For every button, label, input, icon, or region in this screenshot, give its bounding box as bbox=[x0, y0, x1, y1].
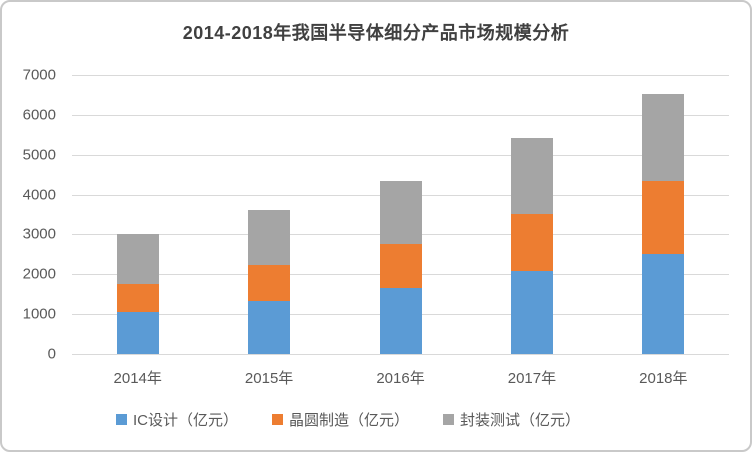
gridline bbox=[72, 114, 729, 116]
bar-segment bbox=[642, 181, 685, 254]
bar-segment bbox=[116, 233, 159, 284]
bar-segment bbox=[379, 288, 422, 354]
legend-label: IC设计（亿元） bbox=[132, 412, 238, 429]
bar-segment bbox=[116, 312, 159, 354]
bar-segment bbox=[642, 253, 685, 354]
bar-stack-2015年 bbox=[248, 75, 291, 354]
legend-item: IC设计（亿元） bbox=[115, 409, 238, 430]
bar-segment bbox=[510, 138, 553, 214]
y-axis-tick-label: 4000 bbox=[22, 186, 56, 204]
bar-slot bbox=[72, 75, 203, 354]
y-axis-tick-label: 7000 bbox=[22, 66, 56, 84]
bar-slot bbox=[598, 75, 729, 354]
bar-segment bbox=[248, 210, 291, 266]
legend: IC设计（亿元） 晶圆制造（亿元） 封装测试（亿元） bbox=[2, 409, 750, 430]
legend-swatch-icon bbox=[271, 414, 283, 425]
legend-label: 晶圆制造（亿元） bbox=[288, 412, 409, 429]
bar-segment bbox=[248, 301, 291, 354]
x-axis-label: 2017年 bbox=[507, 370, 557, 387]
y-axis-tick-label: 0 bbox=[47, 345, 56, 363]
bar-stack-2016年 bbox=[379, 75, 422, 354]
x-axis-label: 2015年 bbox=[244, 370, 294, 387]
bar-segment bbox=[116, 283, 159, 313]
legend-item: 封装测试（亿元） bbox=[443, 409, 580, 430]
bar-segment bbox=[642, 93, 685, 182]
x-axis-labels: 2014年 2015年 2016年 2017年 2018年 bbox=[72, 367, 729, 388]
bar-stack-2014年 bbox=[116, 75, 159, 354]
bar-slot bbox=[203, 75, 334, 354]
legend-label: 封装测试（亿元） bbox=[460, 412, 581, 429]
y-axis-tick-label: 6000 bbox=[22, 106, 56, 124]
bar-stack-2017年 bbox=[510, 75, 553, 354]
chart-title: 2014-2018年我国半导体细分产品市场规模分析 bbox=[182, 23, 570, 43]
bar-segment bbox=[379, 181, 422, 244]
legend-item: 晶圆制造（亿元） bbox=[271, 409, 409, 430]
bar-segment bbox=[510, 271, 553, 354]
plot-area: 0 1000 2000 3000 4000 5000 6000 7000 2014年 2015年 2… bbox=[23, 68, 729, 387]
legend-swatch-icon bbox=[115, 414, 127, 425]
bar-slot bbox=[335, 75, 466, 354]
bar-segment bbox=[379, 243, 422, 289]
legend-swatch-icon bbox=[443, 414, 454, 425]
y-axis-tick-label: 1000 bbox=[22, 305, 56, 323]
x-axis-label: 2014年 bbox=[113, 370, 162, 387]
x-axis-label: 2016年 bbox=[376, 370, 425, 387]
gridline bbox=[72, 75, 729, 76]
bar-segment bbox=[248, 265, 291, 302]
gridline bbox=[72, 154, 729, 156]
bars-layer bbox=[72, 75, 729, 354]
y-axis-tick-label: 5000 bbox=[22, 146, 56, 164]
gridline bbox=[72, 354, 729, 355]
x-axis-label: 2018年 bbox=[639, 370, 688, 387]
bar-stack-2018年 bbox=[642, 75, 685, 354]
y-axis-tick-label: 3000 bbox=[22, 225, 56, 243]
y-axis-tick-label: 2000 bbox=[22, 265, 56, 283]
bar-segment bbox=[510, 213, 553, 272]
bar-slot bbox=[466, 75, 597, 354]
